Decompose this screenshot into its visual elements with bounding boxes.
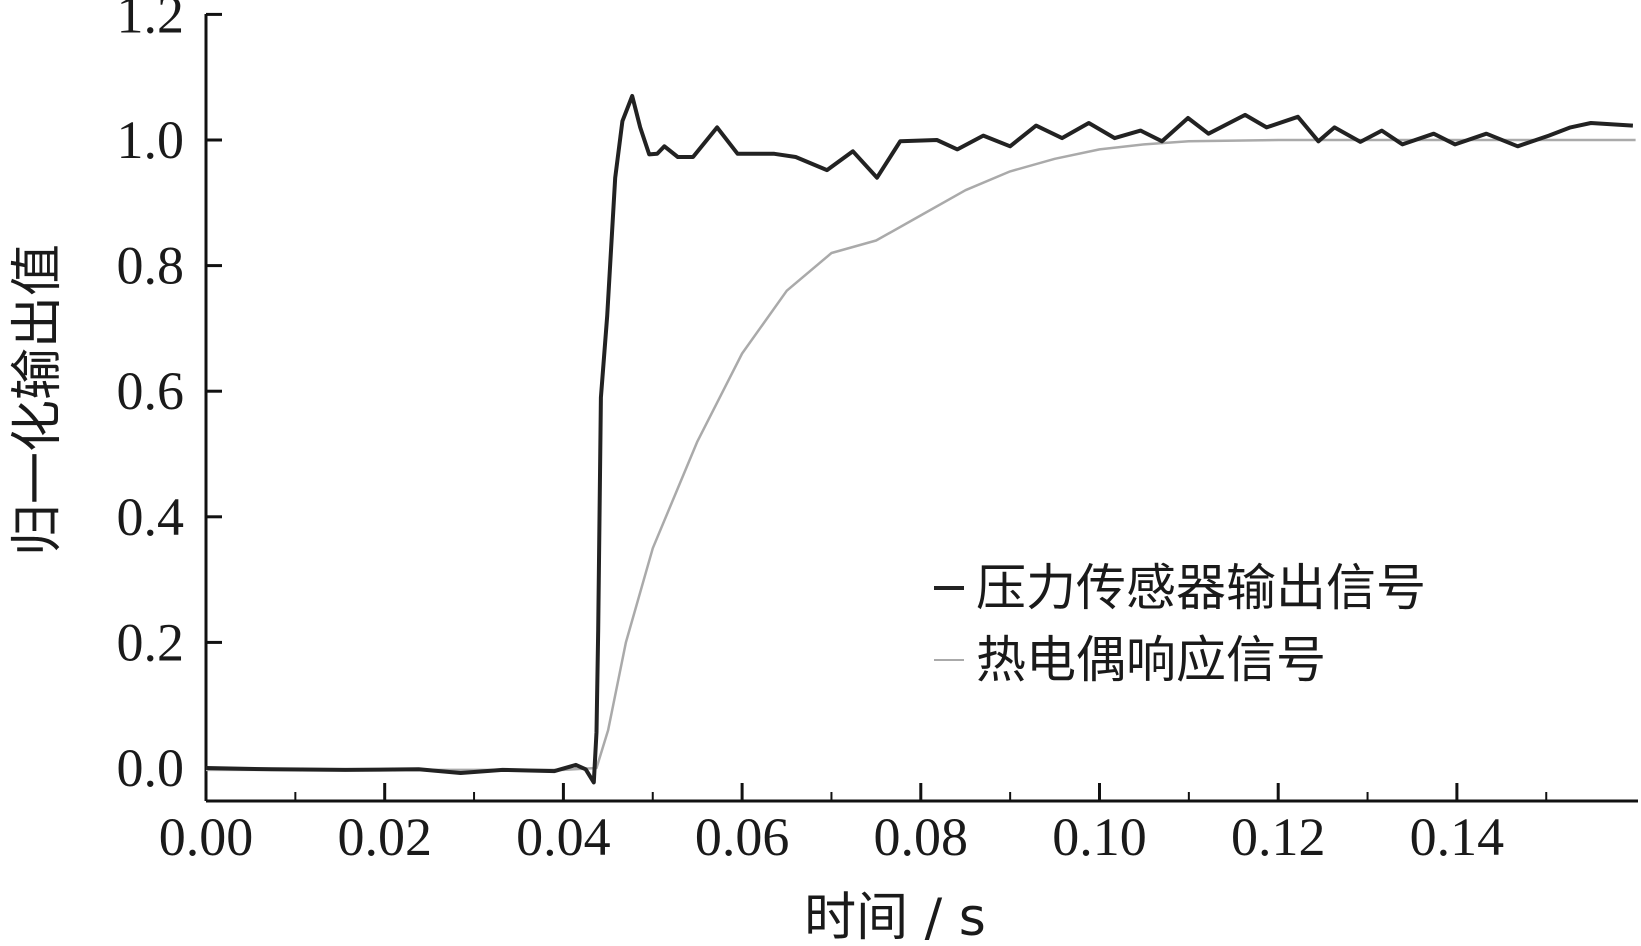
x-tick-label: 0.00 — [159, 807, 254, 867]
x-tick-label: 0.06 — [695, 807, 790, 867]
series — [205, 94, 1636, 785]
x-tick-label: 0.12 — [1231, 807, 1326, 867]
y-tick-label: 0.8 — [117, 236, 185, 296]
series-line-thermocouple — [206, 138, 1636, 772]
x-tick-label: 0.04 — [516, 807, 611, 867]
x-axis-title: 时间 / s — [804, 888, 986, 946]
legend-label-pressure: 压力传感器输出信号 — [976, 559, 1426, 617]
series-line-pressure — [205, 94, 1634, 785]
axes — [204, 14, 1638, 803]
legend-label-thermocouple: 热电偶响应信号 — [976, 631, 1326, 689]
y-axis-title: 归一化输出值 — [8, 244, 68, 556]
x-tick-label: 0.10 — [1052, 807, 1147, 867]
x-tick-label: 0.08 — [874, 807, 969, 867]
x-tick-label: 0.02 — [337, 807, 432, 867]
y-tick-label: 0.4 — [117, 487, 185, 547]
y-tick-label: 0.0 — [117, 738, 185, 798]
x-tick-label: 0.14 — [1410, 807, 1505, 867]
legend: 压力传感器输出信号 热电偶响应信号 — [934, 559, 1426, 689]
ticks: 0.00 0.02 0.04 0.06 0.08 0.10 0.12 0.14 0.0 0.2 0.… — [117, 0, 1548, 867]
y-tick-label: 0.6 — [117, 361, 185, 421]
y-tick-label: 1.0 — [117, 110, 185, 170]
y-tick-label: 1.2 — [117, 0, 185, 44]
y-tick-label: 0.2 — [117, 612, 185, 672]
